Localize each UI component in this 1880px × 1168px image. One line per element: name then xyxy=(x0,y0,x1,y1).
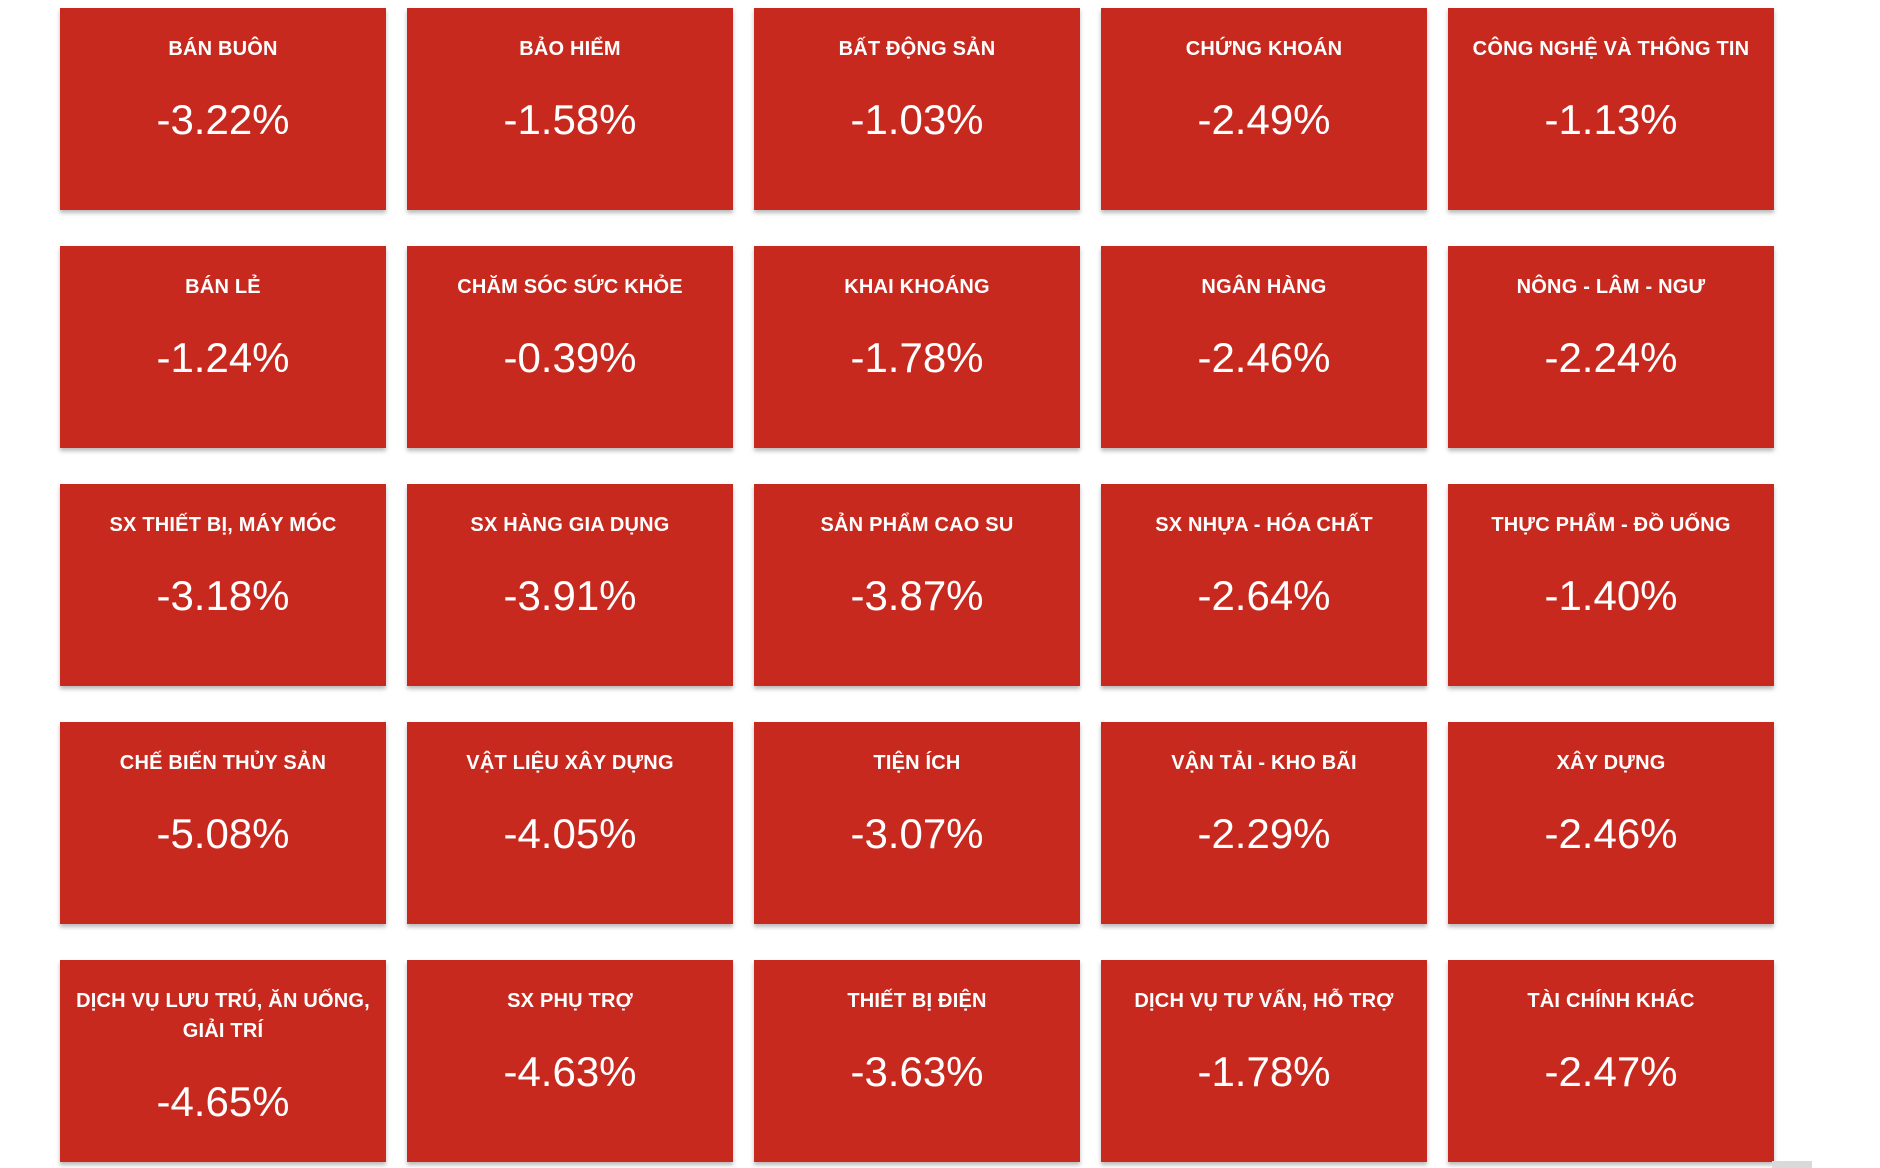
sector-tile-ngan-hang[interactable]: NGÂN HÀNG -2.46% xyxy=(1101,246,1427,448)
sector-change: -2.47% xyxy=(1544,1048,1678,1095)
sector-name: SX NHỰA - HÓA CHẤT xyxy=(1155,514,1373,536)
sector-change: -1.78% xyxy=(1197,1048,1331,1095)
sector-change: -1.13% xyxy=(1544,96,1678,143)
sector-tile-chung-khoan[interactable]: CHỨNG KHOÁN -2.49% xyxy=(1101,8,1427,210)
sector-change: -4.05% xyxy=(503,810,637,857)
sector-change: -1.24% xyxy=(156,334,290,381)
sector-change: -4.65% xyxy=(156,1078,290,1125)
sector-change: -3.07% xyxy=(850,810,984,857)
sector-tile-ban-le[interactable]: BÁN LẺ -1.24% xyxy=(60,246,386,448)
sector-name: CÔNG NGHỆ VÀ THÔNG TIN xyxy=(1472,38,1750,60)
sector-name: KHAI KHOÁNG xyxy=(844,276,990,298)
sector-change: -5.08% xyxy=(156,810,290,857)
horizontal-scrollbar[interactable] xyxy=(1772,1161,1812,1168)
sector-change: -2.29% xyxy=(1197,810,1331,857)
sector-name: SẢN PHẨM CAO SU xyxy=(820,514,1014,536)
sector-tile-ban-buon[interactable]: BÁN BUÔN -3.22% xyxy=(60,8,386,210)
sector-tile-cham-soc-suc-khoe[interactable]: CHĂM SÓC SỨC KHỎE -0.39% xyxy=(407,246,733,448)
sector-tile-xay-dung[interactable]: XÂY DỰNG -2.46% xyxy=(1448,722,1774,924)
sector-change: -3.63% xyxy=(850,1048,984,1095)
sector-heatmap: BÁN BUÔN -3.22% BẢO HIỂM -1.58% BẤT ĐỘNG… xyxy=(60,8,1774,1162)
sector-name: CHẾ BIẾN THỦY SẢN xyxy=(119,752,327,774)
sector-tile-van-tai-kho-bai[interactable]: VẬN TẢI - KHO BÃI -2.29% xyxy=(1101,722,1427,924)
sector-tile-dich-vu-tu-van-ho-tro[interactable]: DỊCH VỤ TƯ VẤN, HỖ TRỢ -1.78% xyxy=(1101,960,1427,1162)
sector-tile-cong-nghe-thong-tin[interactable]: CÔNG NGHỆ VÀ THÔNG TIN -1.13% xyxy=(1448,8,1774,210)
sector-name: SX HÀNG GIA DỤNG xyxy=(470,514,670,536)
sector-change: -2.64% xyxy=(1197,572,1331,619)
sector-tile-thuc-pham-do-uong[interactable]: THỰC PHẨM - ĐỒ UỐNG -1.40% xyxy=(1448,484,1774,686)
sector-tile-nong-lam-ngu[interactable]: NÔNG - LÂM - NGƯ -2.24% xyxy=(1448,246,1774,448)
sector-name: BẢO HIỂM xyxy=(519,38,621,60)
sector-name: THIẾT BỊ ĐIỆN xyxy=(847,990,987,1012)
sector-name: VẬN TẢI - KHO BÃI xyxy=(1171,752,1357,774)
sector-tile-sx-hang-gia-dung[interactable]: SX HÀNG GIA DỤNG -3.91% xyxy=(407,484,733,686)
sector-name: BÁN BUÔN xyxy=(168,38,278,60)
sector-change: -1.78% xyxy=(850,334,984,381)
sector-change: -3.18% xyxy=(156,572,290,619)
sector-tile-sx-thiet-bi-may-moc[interactable]: SX THIẾT BỊ, MÁY MÓC -3.18% xyxy=(60,484,386,686)
sector-change: -4.63% xyxy=(503,1048,637,1095)
sector-change: -3.87% xyxy=(850,572,984,619)
sector-change: -3.22% xyxy=(156,96,290,143)
sector-name: CHĂM SÓC SỨC KHỎE xyxy=(457,276,683,298)
sector-tile-khai-khoang[interactable]: KHAI KHOÁNG -1.78% xyxy=(754,246,1080,448)
sector-name: NÔNG - LÂM - NGƯ xyxy=(1516,276,1706,298)
sector-name: THỰC PHẨM - ĐỒ UỐNG xyxy=(1491,514,1731,536)
sector-change: -3.91% xyxy=(503,572,637,619)
sector-name: NGÂN HÀNG xyxy=(1201,276,1327,298)
sector-name: TIỆN ÍCH xyxy=(873,752,961,774)
sector-name: BÁN LẺ xyxy=(185,276,261,298)
sector-name: CHỨNG KHOÁN xyxy=(1185,38,1343,60)
sector-change: -1.03% xyxy=(850,96,984,143)
sector-tile-tai-chinh-khac[interactable]: TÀI CHÍNH KHÁC -2.47% xyxy=(1448,960,1774,1162)
sector-tile-bao-hiem[interactable]: BẢO HIỂM -1.58% xyxy=(407,8,733,210)
sector-name: TÀI CHÍNH KHÁC xyxy=(1527,990,1695,1012)
sector-change: -0.39% xyxy=(503,334,637,381)
sector-tile-san-pham-cao-su[interactable]: SẢN PHẨM CAO SU -3.87% xyxy=(754,484,1080,686)
sector-tile-sx-phu-tro[interactable]: SX PHỤ TRỢ -4.63% xyxy=(407,960,733,1162)
sector-tile-che-bien-thuy-san[interactable]: CHẾ BIẾN THỦY SẢN -5.08% xyxy=(60,722,386,924)
sector-tile-thiet-bi-dien[interactable]: THIẾT BỊ ĐIỆN -3.63% xyxy=(754,960,1080,1162)
sector-tile-bat-dong-san[interactable]: BẤT ĐỘNG SẢN -1.03% xyxy=(754,8,1080,210)
sector-change: -1.40% xyxy=(1544,572,1678,619)
sector-change: -2.46% xyxy=(1197,334,1331,381)
sector-name: VẬT LIỆU XÂY DỰNG xyxy=(466,752,674,774)
sector-change: -2.24% xyxy=(1544,334,1678,381)
sector-tile-vat-lieu-xay-dung[interactable]: VẬT LIỆU XÂY DỰNG -4.05% xyxy=(407,722,733,924)
sector-name: XÂY DỰNG xyxy=(1556,752,1666,774)
sector-name: BẤT ĐỘNG SẢN xyxy=(838,38,996,60)
sector-name: DỊCH VỤ TƯ VẤN, HỖ TRỢ xyxy=(1134,990,1394,1012)
sector-tile-sx-nhua-hoa-chat[interactable]: SX NHỰA - HÓA CHẤT -2.64% xyxy=(1101,484,1427,686)
sector-tile-tien-ich[interactable]: TIỆN ÍCH -3.07% xyxy=(754,722,1080,924)
sector-change: -2.49% xyxy=(1197,96,1331,143)
sector-change: -1.58% xyxy=(503,96,637,143)
sector-name: SX THIẾT BỊ, MÁY MÓC xyxy=(109,514,337,536)
sector-name: DỊCH VỤ LƯU TRÚ, ĂN UỐNG, GIẢI TRÍ xyxy=(76,990,370,1042)
sector-change: -2.46% xyxy=(1544,810,1678,857)
sector-name: SX PHỤ TRỢ xyxy=(507,990,633,1012)
sector-tile-dich-vu-luu-tru[interactable]: DỊCH VỤ LƯU TRÚ, ĂN UỐNG, GIẢI TRÍ -4.65… xyxy=(60,960,386,1162)
